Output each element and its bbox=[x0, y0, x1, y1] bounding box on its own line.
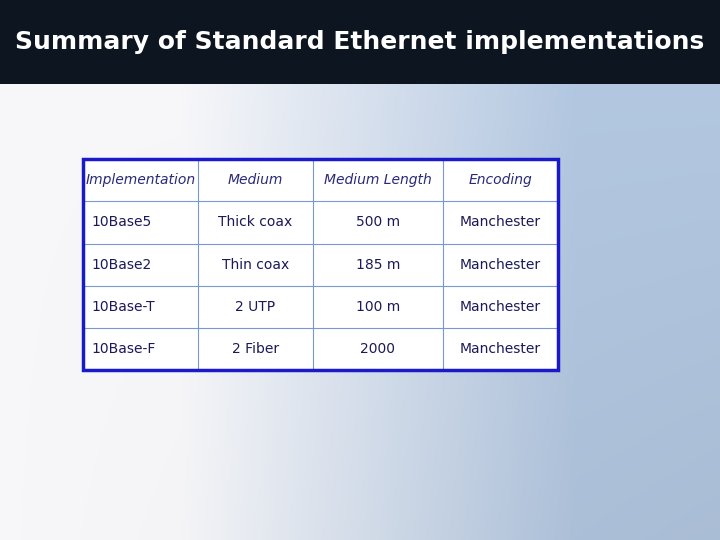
Bar bbox=[83, 159, 558, 370]
Text: Encoding: Encoding bbox=[469, 173, 532, 187]
Bar bbox=[83, 159, 558, 370]
Text: 185 m: 185 m bbox=[356, 258, 400, 272]
Text: Medium: Medium bbox=[228, 173, 283, 187]
Text: 100 m: 100 m bbox=[356, 300, 400, 314]
Text: 10Base5: 10Base5 bbox=[91, 215, 152, 230]
Text: Medium Length: Medium Length bbox=[324, 173, 432, 187]
Bar bbox=[0, 0, 720, 84]
Text: Thick coax: Thick coax bbox=[218, 215, 292, 230]
Text: Summary of Standard Ethernet implementations: Summary of Standard Ethernet implementat… bbox=[15, 30, 705, 54]
Text: Manchester: Manchester bbox=[460, 258, 541, 272]
Text: 2000: 2000 bbox=[360, 342, 395, 356]
Text: 500 m: 500 m bbox=[356, 215, 400, 230]
Text: 10Base-T: 10Base-T bbox=[91, 300, 155, 314]
Text: Manchester: Manchester bbox=[460, 342, 541, 356]
Text: Manchester: Manchester bbox=[460, 215, 541, 230]
Text: Thin coax: Thin coax bbox=[222, 258, 289, 272]
Text: 10Base2: 10Base2 bbox=[91, 258, 152, 272]
Text: 10Base-F: 10Base-F bbox=[91, 342, 156, 356]
Text: 2 Fiber: 2 Fiber bbox=[232, 342, 279, 356]
Text: 2 UTP: 2 UTP bbox=[235, 300, 275, 314]
Text: Manchester: Manchester bbox=[460, 300, 541, 314]
Text: Implementation: Implementation bbox=[85, 173, 195, 187]
